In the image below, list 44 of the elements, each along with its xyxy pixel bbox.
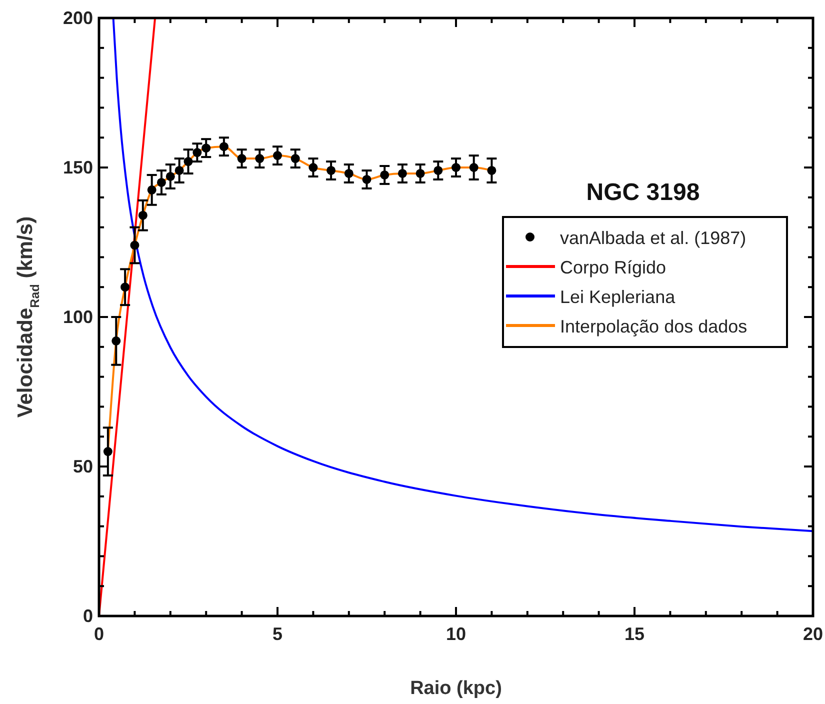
- x-tick-label: 20: [802, 624, 824, 644]
- y-tick-label: 0: [82, 606, 93, 626]
- point: [237, 154, 246, 164]
- x-tick-label: 5: [272, 624, 283, 644]
- point: [120, 282, 130, 292]
- point: [219, 142, 228, 152]
- legend-label: Interpolação dos dados: [560, 316, 748, 336]
- x-axis-title: Raio (kpc): [410, 678, 502, 699]
- point: [362, 174, 372, 184]
- x-tick-label: 10: [446, 624, 466, 644]
- point: [290, 154, 300, 164]
- point: [255, 154, 264, 164]
- point: [380, 170, 390, 180]
- point: [130, 240, 140, 250]
- x-tick-label: 15: [624, 624, 645, 644]
- y-tick-label: 200: [62, 8, 93, 28]
- legend-label: vanAlbada et al. (1987): [560, 228, 746, 248]
- point: [112, 336, 121, 346]
- y-tick-label: 100: [62, 307, 93, 327]
- point: [398, 168, 407, 178]
- point: [184, 157, 193, 166]
- point: [138, 210, 148, 220]
- legend-label: Corpo Rígido: [560, 258, 666, 278]
- point: [147, 185, 156, 194]
- point: [103, 447, 112, 456]
- point: [487, 166, 496, 175]
- point: [344, 168, 354, 178]
- point: [202, 144, 211, 153]
- y-tick-label: 150: [62, 158, 93, 178]
- point: [192, 148, 202, 158]
- legend-label: Lei Kepleriana: [560, 287, 676, 307]
- line-series: [112, 18, 813, 532]
- point: [156, 178, 166, 187]
- point: [326, 166, 336, 175]
- point: [452, 163, 460, 172]
- point: [166, 172, 175, 181]
- point: [469, 163, 478, 172]
- point: [273, 151, 282, 160]
- y-tick-label: 50: [72, 456, 93, 476]
- point: [434, 166, 443, 175]
- point: [174, 166, 184, 175]
- point: [308, 163, 318, 172]
- text: NGC 3198: [586, 179, 700, 206]
- point: [416, 168, 425, 178]
